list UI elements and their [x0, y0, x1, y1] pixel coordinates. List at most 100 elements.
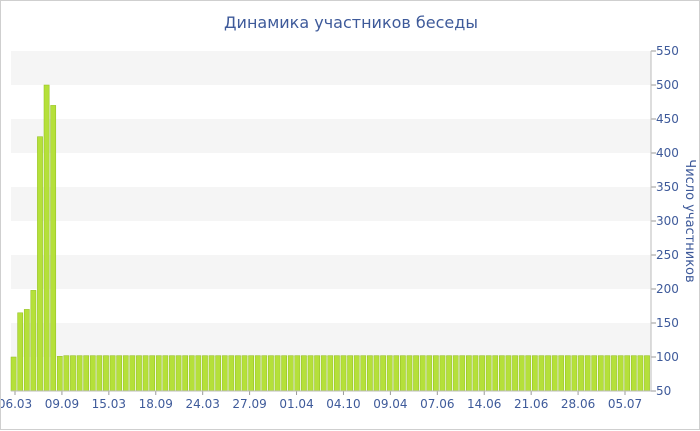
bar — [538, 355, 545, 392]
y-tick-label: 250 — [656, 248, 679, 262]
bar — [386, 355, 393, 392]
bar — [169, 355, 175, 392]
bar — [393, 355, 400, 392]
bar — [591, 355, 598, 392]
bar — [195, 355, 202, 392]
bar — [76, 355, 83, 392]
bar — [202, 355, 208, 392]
bar — [446, 355, 452, 392]
bar — [215, 355, 221, 392]
bar — [43, 84, 50, 392]
bar — [499, 355, 505, 392]
bar — [122, 355, 129, 392]
bar — [551, 355, 558, 392]
x-tick-label: 15.03 — [92, 397, 126, 411]
x-tick-label: 09.04 — [373, 397, 407, 411]
bar — [452, 355, 459, 392]
bar — [63, 355, 70, 392]
y-tick-label: 300 — [656, 214, 679, 228]
grid-band — [11, 51, 651, 85]
bar — [433, 355, 439, 392]
bar — [182, 355, 189, 392]
y-tick-label: 400 — [656, 146, 679, 160]
bar — [314, 355, 320, 392]
bar — [373, 355, 380, 392]
bar — [10, 356, 17, 392]
bar — [294, 355, 301, 392]
bar — [347, 355, 353, 392]
bar — [505, 355, 512, 392]
x-tick-label: 21.06 — [514, 397, 548, 411]
bar — [637, 355, 644, 392]
bar — [23, 309, 30, 392]
bar — [518, 355, 525, 392]
bar — [149, 355, 156, 392]
bar — [103, 355, 109, 392]
bar — [17, 312, 24, 392]
bar — [50, 105, 57, 392]
bar — [630, 355, 637, 392]
bar — [406, 355, 413, 392]
bar — [419, 355, 426, 392]
bar — [531, 355, 538, 392]
bar — [162, 355, 169, 392]
bar — [545, 355, 551, 392]
bar — [611, 355, 617, 392]
bar — [367, 355, 373, 392]
bar — [320, 355, 327, 392]
bar — [287, 355, 294, 392]
bar — [584, 355, 591, 392]
bar — [129, 355, 136, 392]
bar — [604, 355, 611, 392]
bar — [578, 355, 584, 392]
bar — [466, 355, 472, 392]
y-tick-label: 350 — [656, 180, 679, 194]
bar — [327, 355, 334, 392]
bar — [624, 355, 631, 392]
bar — [340, 355, 347, 392]
bar — [360, 355, 367, 392]
bar — [70, 355, 76, 392]
y-axis-label: Число участников — [682, 159, 697, 282]
grid-band — [11, 323, 651, 357]
y-tick-label: 100 — [656, 350, 679, 364]
bar — [235, 355, 241, 392]
bar — [109, 355, 116, 392]
bar — [413, 355, 419, 392]
bar — [268, 355, 274, 392]
x-tick-label: 14.06 — [467, 397, 501, 411]
bar — [485, 355, 492, 392]
x-tick-label: 09.09 — [45, 397, 79, 411]
y-tick-label: 200 — [656, 282, 679, 296]
bar — [571, 355, 578, 392]
x-tick-label: 06.03 — [1, 397, 32, 411]
bar — [254, 355, 261, 392]
bar — [142, 355, 149, 392]
chart-title: Динамика участников беседы — [224, 13, 478, 32]
bar — [30, 290, 37, 392]
bar — [83, 355, 90, 392]
grid-band — [11, 187, 651, 221]
x-tick-label: 24.03 — [186, 397, 220, 411]
x-tick-label: 01.04 — [279, 397, 313, 411]
bar — [472, 355, 479, 392]
y-tick-label: 550 — [656, 44, 679, 58]
bar — [116, 355, 123, 392]
bar — [89, 355, 96, 392]
bar — [564, 355, 571, 392]
bar — [188, 355, 195, 392]
bar — [155, 355, 162, 392]
x-tick-label: 18.09 — [139, 397, 173, 411]
bar — [274, 355, 281, 392]
bar — [400, 355, 406, 392]
bar — [597, 355, 604, 392]
bar — [492, 355, 499, 392]
bar — [617, 355, 624, 392]
bar — [558, 355, 565, 392]
bar — [208, 355, 215, 392]
bar — [353, 355, 360, 392]
bar — [175, 355, 182, 392]
bar — [248, 355, 254, 392]
